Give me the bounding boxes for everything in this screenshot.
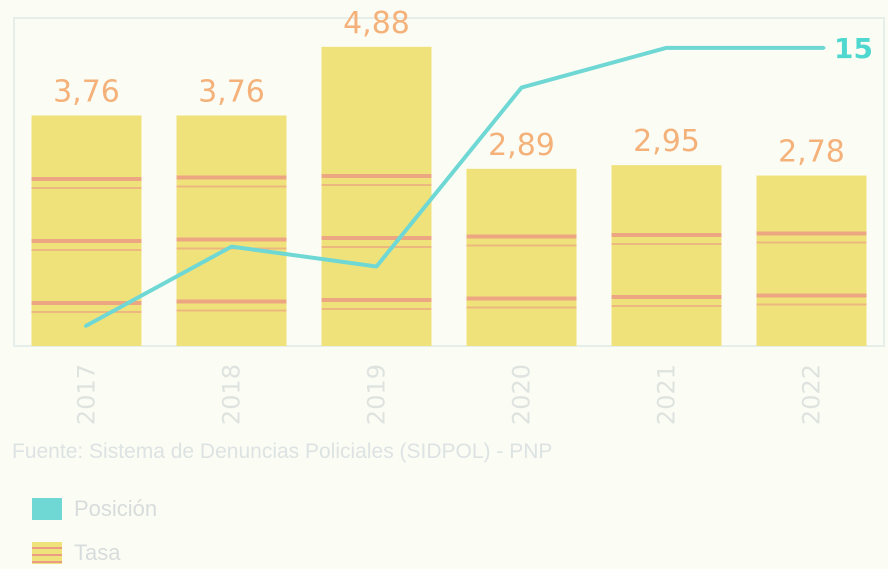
legend-label-tasa: Tasa — [74, 540, 121, 565]
posicion-point-2018 — [230, 245, 233, 249]
bar-label-2022: 2,78 — [778, 135, 845, 170]
bar-label-2019: 4,88 — [343, 6, 410, 41]
bar-2019 — [321, 46, 432, 347]
legend-swatch-tasa — [32, 542, 62, 564]
bar-2017 — [31, 115, 142, 346]
posicion-last-label: 15 — [834, 32, 873, 65]
bar-label-2018: 3,76 — [198, 74, 265, 109]
x-tick-2020: 2020 — [508, 364, 536, 425]
legend-swatch-posicion — [32, 498, 62, 520]
legend-item-posicion: Posición — [32, 496, 157, 522]
x-tick-2019: 2019 — [363, 364, 391, 425]
x-tick-2022: 2022 — [798, 364, 826, 425]
bar-2020 — [466, 168, 577, 346]
x-tick-2017: 2017 — [73, 364, 101, 425]
posicion-point-2020 — [520, 86, 523, 90]
x-tick-2021: 2021 — [653, 364, 681, 425]
bar-label-2020: 2,89 — [488, 128, 555, 163]
bar-2021 — [611, 165, 722, 346]
plot-area — [13, 17, 885, 347]
posicion-point-2019 — [375, 264, 378, 268]
bar-label-2021: 2,95 — [633, 124, 700, 159]
legend-label-posicion: Posición — [74, 496, 158, 521]
bar-label-2017: 3,76 — [53, 74, 120, 109]
posicion-line — [84, 45, 824, 328]
x-tick-2018: 2018 — [218, 364, 246, 425]
posicion-point-2017 — [84, 324, 87, 328]
posicion-point-2022 — [822, 46, 826, 50]
chart-source-note: Fuente: Sistema de Denuncias Policiales … — [12, 440, 553, 463]
legend-item-tasa: Tasa — [32, 540, 120, 566]
bar-2018 — [176, 115, 287, 346]
bar-2022 — [756, 175, 867, 346]
posicion-point-2021 — [665, 46, 668, 50]
